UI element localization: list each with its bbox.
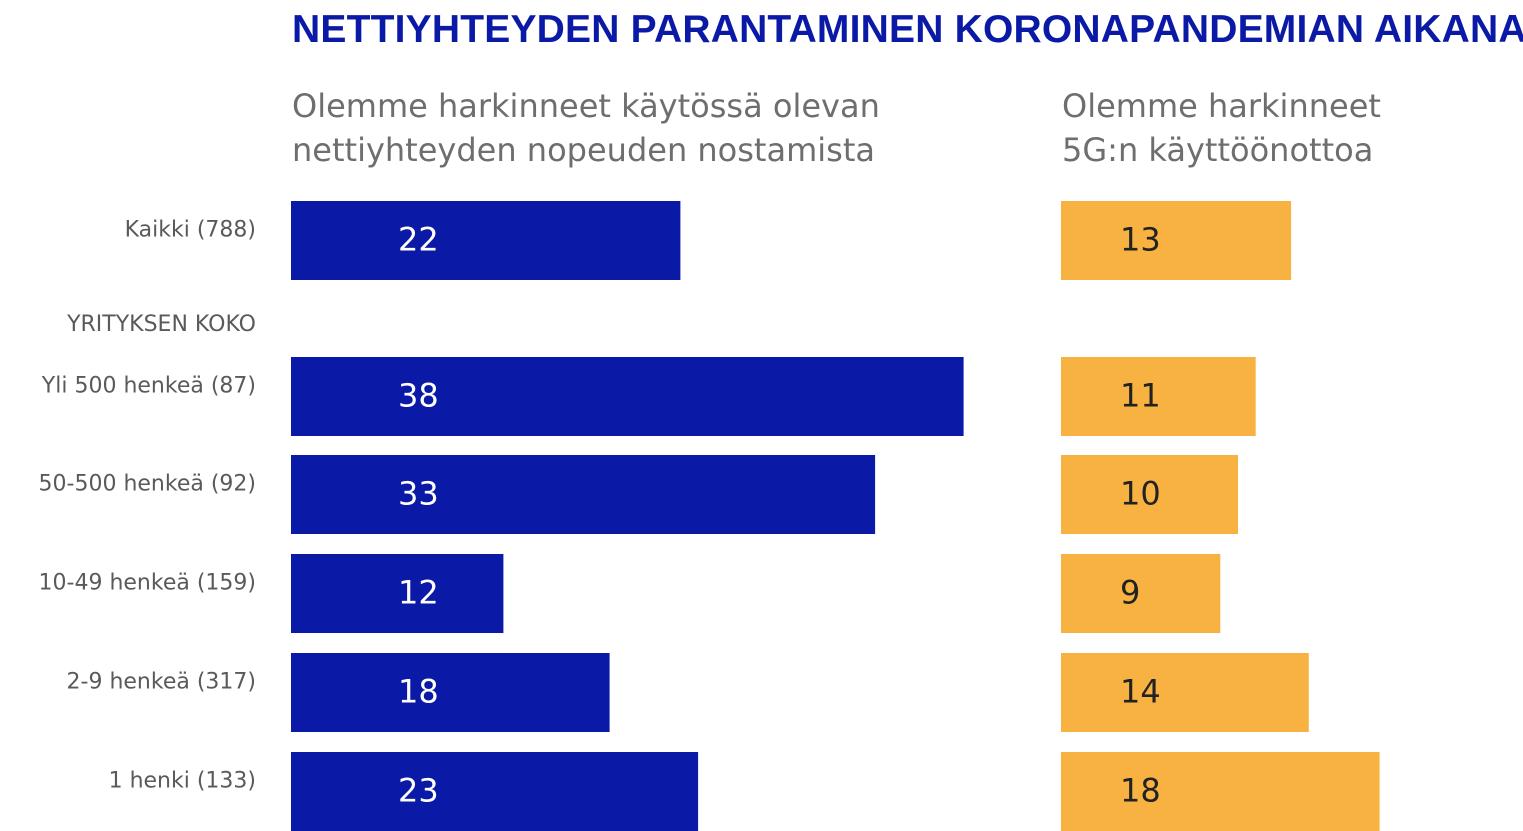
series-2-subtitle: Olemme harkinneet 5G:n käyttöönottoa: [1062, 84, 1381, 172]
bar: [1061, 752, 1380, 831]
category-label: 50-500 henkeä (92): [39, 472, 256, 497]
data-label: 9: [1120, 574, 1140, 612]
bar: [1061, 357, 1256, 436]
data-label: 12: [398, 574, 439, 612]
series-1-subtitle: Olemme harkinneet käytössä olevan nettiy…: [292, 84, 880, 172]
series-1-subtitle-line-2: nettiyhteyden nopeuden nostamista: [292, 131, 875, 169]
bar: [291, 752, 699, 831]
category-label: Yli 500 henkeä (87): [41, 374, 256, 399]
data-label: 18: [1120, 772, 1161, 810]
category-label: 1 henki (133): [109, 769, 256, 794]
data-label: 23: [398, 772, 439, 810]
data-label: 10: [1120, 475, 1161, 513]
data-label: 14: [1120, 673, 1161, 711]
data-label: 38: [398, 377, 439, 415]
data-label: 33: [398, 475, 439, 513]
bar: [291, 455, 876, 534]
category-label: Kaikki (788): [125, 218, 256, 243]
category-label: 2-9 henkeä (317): [67, 670, 256, 695]
data-label: 13: [1120, 221, 1161, 259]
bar: [291, 653, 610, 732]
data-label: 18: [398, 673, 439, 711]
bar: [1061, 554, 1221, 633]
data-label: 22: [398, 221, 439, 259]
series-2-subtitle-line-2: 5G:n käyttöönottoa: [1062, 131, 1374, 169]
group-heading: YRITYKSEN KOKO: [66, 312, 256, 337]
bar: [291, 554, 504, 633]
series-1-subtitle-line-1: Olemme harkinneet käytössä olevan: [292, 87, 880, 125]
bar: [1061, 653, 1309, 732]
chart-title: NETTIYHTEYDEN PARANTAMINEN KORONAPANDEMI…: [292, 8, 1523, 51]
data-label: 11: [1120, 377, 1161, 415]
bar: [1061, 201, 1292, 280]
category-label: 10-49 henkeä (159): [39, 571, 256, 596]
bar: [291, 357, 964, 436]
bar: [1061, 455, 1238, 534]
bar: [291, 201, 681, 280]
series-2-subtitle-line-1: Olemme harkinneet: [1062, 87, 1381, 125]
